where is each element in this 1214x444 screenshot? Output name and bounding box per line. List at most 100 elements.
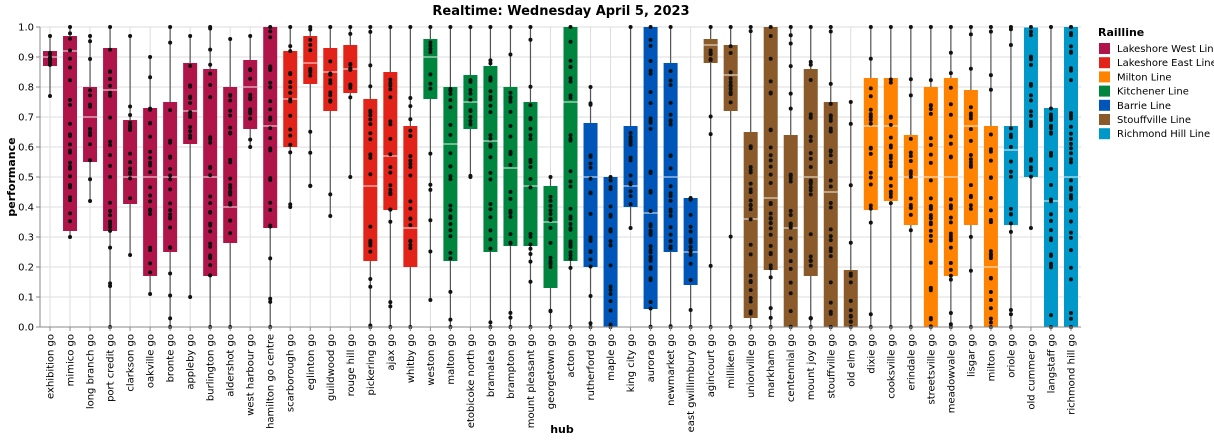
x-tick-label: burlington go — [206, 334, 217, 401]
x-tick-label: cooksville go — [886, 334, 897, 399]
observation-point — [88, 39, 93, 44]
observation-point — [788, 291, 793, 296]
y-tick-label: 0.9 — [18, 53, 34, 64]
box-port-credit-go — [103, 48, 118, 231]
observation-point — [268, 35, 273, 40]
observation-point — [588, 165, 593, 170]
observation-point — [1048, 197, 1053, 202]
observation-point — [268, 117, 273, 122]
observation-point — [308, 150, 313, 155]
observation-point — [268, 99, 273, 104]
observation-point — [528, 242, 533, 247]
observation-point — [888, 194, 893, 199]
observation-point — [188, 63, 193, 68]
observation-point — [368, 122, 373, 127]
observation-point — [868, 151, 873, 156]
observation-point — [1068, 187, 1073, 192]
observation-point — [548, 225, 553, 230]
observation-point — [1048, 236, 1053, 241]
observation-point — [108, 225, 113, 230]
observation-point — [548, 240, 553, 245]
observation-point — [848, 100, 853, 104]
observation-point — [668, 239, 673, 244]
observation-point — [348, 83, 353, 88]
observation-point — [908, 228, 913, 233]
observation-point — [68, 198, 73, 203]
observation-point — [228, 108, 233, 113]
observation-point — [408, 243, 413, 248]
observation-point — [968, 234, 973, 239]
observation-point — [68, 174, 73, 179]
observation-point — [688, 196, 693, 200]
observation-point — [948, 155, 953, 160]
observation-point — [788, 179, 793, 184]
observation-point — [1048, 150, 1053, 155]
y-axis-title: performance — [5, 137, 18, 216]
observation-point — [588, 321, 593, 326]
observation-point — [108, 69, 113, 74]
observation-point — [648, 224, 653, 229]
observation-point — [648, 232, 653, 237]
observation-point — [888, 183, 893, 188]
observation-point — [568, 39, 573, 44]
observation-point — [888, 153, 893, 158]
observation-point — [788, 25, 793, 29]
observation-point — [968, 32, 973, 37]
observation-point — [948, 134, 953, 139]
observation-point — [568, 169, 573, 174]
observation-point — [968, 203, 973, 208]
observation-point — [468, 109, 473, 114]
box-ajax-go — [383, 72, 398, 210]
observation-point — [488, 228, 493, 233]
observation-point — [288, 49, 293, 54]
observation-point — [88, 158, 93, 163]
observation-point — [208, 194, 213, 199]
observation-point — [528, 251, 533, 256]
observation-point — [768, 153, 773, 158]
observation-point — [988, 29, 993, 34]
box-milton-go — [983, 126, 998, 327]
observation-point — [968, 193, 973, 198]
observation-point — [748, 296, 753, 301]
observation-point — [168, 166, 173, 171]
observation-point — [268, 80, 273, 85]
observation-point — [1048, 265, 1053, 270]
observation-point — [708, 132, 713, 137]
observation-point — [628, 155, 633, 160]
observation-point — [748, 198, 753, 203]
y-tick-label: 0.2 — [18, 263, 34, 274]
observation-point — [1028, 165, 1033, 170]
observation-point — [528, 176, 533, 181]
observation-point — [288, 85, 293, 90]
observation-point — [188, 295, 193, 299]
observation-point — [148, 292, 153, 296]
observation-point — [148, 185, 153, 190]
observation-point — [828, 114, 833, 119]
observation-point — [268, 85, 273, 90]
observation-point — [188, 114, 193, 119]
observation-point — [808, 25, 813, 29]
observation-point — [288, 133, 293, 138]
x-tick-label: king city go — [626, 334, 637, 392]
x-tick-label: rutherford go — [586, 334, 597, 401]
observation-point — [928, 178, 933, 183]
observation-point — [1068, 131, 1073, 136]
observation-point — [968, 105, 973, 110]
observation-point — [148, 170, 153, 175]
observation-point — [488, 155, 493, 160]
observation-point — [988, 256, 993, 261]
observation-point — [68, 36, 73, 41]
observation-point — [1008, 174, 1013, 179]
observation-point — [748, 165, 753, 170]
observation-point — [448, 91, 453, 96]
observation-point — [1008, 25, 1013, 29]
observation-point — [188, 110, 193, 115]
observation-point — [1048, 131, 1053, 136]
observation-point — [1008, 312, 1013, 317]
observation-point — [648, 101, 653, 106]
observation-point — [268, 299, 273, 304]
observation-point — [488, 61, 493, 66]
observation-point — [68, 219, 73, 224]
observation-point — [908, 93, 913, 98]
observation-point — [108, 209, 113, 214]
